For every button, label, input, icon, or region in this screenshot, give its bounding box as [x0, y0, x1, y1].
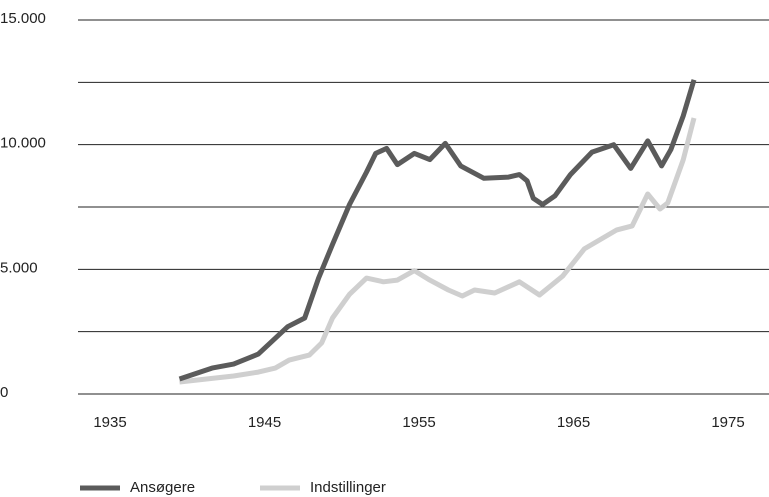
x-tick-label: 1965 [557, 414, 590, 431]
legend-label: Ansøgere [130, 479, 195, 496]
y-tick-label: 5.000 [0, 259, 38, 276]
x-tick-label: 1945 [248, 414, 281, 431]
line-series [179, 117, 697, 385]
y-tick-label: 15.000 [0, 10, 46, 27]
y-tick-label: 0 [0, 384, 8, 401]
x-tick-label: 1975 [711, 414, 744, 431]
x-tick-label: 1935 [93, 414, 126, 431]
x-tick-label: 1955 [402, 414, 435, 431]
y-tick-label: 10.000 [0, 135, 46, 152]
legend-label: Indstillinger [310, 479, 386, 496]
line-series [178, 79, 697, 382]
